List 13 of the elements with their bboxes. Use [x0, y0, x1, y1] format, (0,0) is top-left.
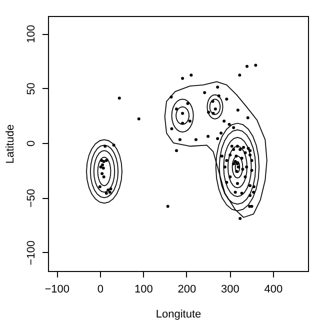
x-tick-label: 300 [221, 284, 240, 296]
y-tick-label: 100 [26, 24, 38, 44]
x-tick-label: −100 [44, 284, 70, 296]
x-tick-label: 400 [264, 284, 283, 296]
y-tick-label: −50 [26, 188, 38, 208]
y-tick-label: −100 [26, 240, 38, 266]
x-tick-label: 100 [134, 284, 153, 296]
x-tick-label: 200 [178, 284, 196, 296]
y-tick-label: 50 [26, 82, 38, 95]
x-tick-label: 0 [97, 284, 104, 296]
x-axis-title: Longitute [156, 308, 202, 320]
y-tick-label: 0 [26, 140, 38, 147]
y-axis-title: Latitude [4, 124, 16, 164]
